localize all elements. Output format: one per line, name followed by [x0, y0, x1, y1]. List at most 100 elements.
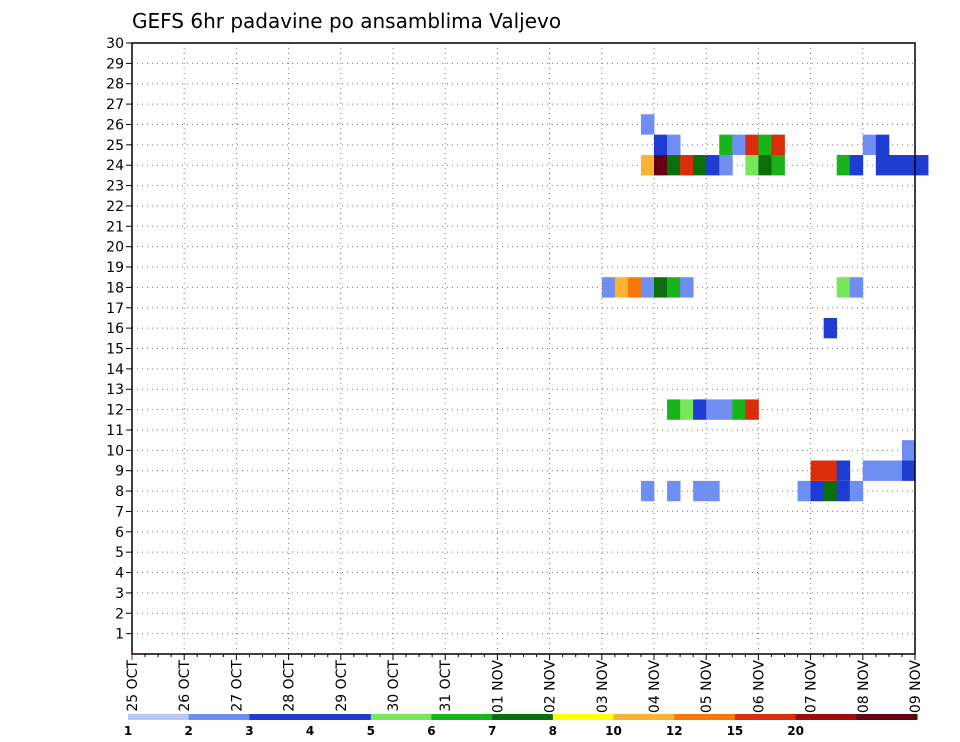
heatmap-cell — [745, 155, 759, 176]
x-tick-label: 28 OCT — [282, 660, 298, 712]
heatmap-cell — [680, 155, 694, 176]
x-tick-label: 06 NOV — [751, 660, 767, 714]
x-tick-label: 29 OCT — [334, 660, 350, 712]
y-tick-label: 16 — [106, 321, 124, 337]
legend-label: 3 — [245, 724, 253, 738]
heatmap-cell — [758, 155, 772, 176]
heatmap-cell — [862, 134, 877, 156]
y-tick-label: 20 — [106, 240, 124, 256]
x-tick-label: 09 NOV — [908, 660, 924, 714]
x-tick-label: 25 OCT — [125, 660, 141, 712]
legend-swatch — [188, 714, 250, 720]
color-legend: 1 2 3 4 5 6 7 8 10 12 15 20 — [124, 714, 918, 738]
heatmap-cell — [836, 277, 851, 298]
heatmap-cell — [810, 460, 825, 481]
y-tick-label: 14 — [106, 362, 124, 378]
y-tick-label: 9 — [115, 464, 124, 480]
y-tick-label: 13 — [106, 382, 124, 398]
y-tick-label: 26 — [106, 117, 124, 133]
legend-label: 4 — [306, 724, 314, 738]
legend-swatch — [674, 714, 736, 720]
legend-label: 8 — [549, 724, 557, 738]
heatmap-cell — [719, 134, 733, 156]
y-tick-label: 4 — [115, 566, 124, 582]
heatmap-cell — [732, 134, 746, 156]
heatmap-cell — [849, 155, 864, 176]
y-tick-label: 12 — [106, 403, 124, 419]
y-tick-label: 6 — [115, 525, 124, 541]
y-tick-label: 8 — [115, 484, 124, 500]
heatmap-cell — [745, 134, 759, 156]
legend-label: 1 — [124, 724, 132, 738]
heatmap-cell — [640, 480, 655, 502]
heatmap-cell — [693, 155, 707, 176]
x-tick-label: 05 NOV — [699, 660, 715, 714]
y-tick-label: 7 — [115, 504, 124, 520]
heatmap-cell — [601, 277, 616, 298]
heatmap-cell — [758, 134, 772, 156]
heatmap-cell — [640, 277, 655, 298]
y-tick-label: 29 — [106, 56, 124, 72]
heatmap-cell — [719, 155, 733, 176]
heatmap-cell — [693, 480, 707, 502]
x-tick-label: 27 OCT — [229, 660, 245, 712]
y-tick-label: 3 — [115, 586, 124, 602]
legend-swatch — [734, 714, 797, 720]
heatmap-cell — [823, 460, 838, 481]
heatmap-cell — [745, 399, 759, 420]
legend-label: 12 — [666, 724, 683, 738]
y-tick-label: 25 — [106, 138, 124, 154]
y-tick-label: 27 — [106, 97, 124, 113]
y-tick-label: 22 — [106, 199, 124, 215]
y-tick-label: 11 — [106, 423, 124, 439]
x-tick-label: 07 NOV — [804, 660, 820, 714]
legend-swatch — [310, 714, 372, 720]
legend-label: 20 — [787, 724, 804, 738]
legend-swatch — [795, 714, 857, 720]
heatmap-cell — [719, 399, 733, 420]
heatmap-cell — [680, 277, 694, 298]
y-tick-label: 5 — [115, 545, 124, 561]
heatmap-cell — [732, 399, 746, 420]
heatmap-cell — [849, 480, 864, 502]
y-tick-label: 30 — [106, 36, 124, 52]
y-tick-label: 23 — [106, 179, 124, 195]
heatmap-cell — [640, 155, 655, 176]
x-tick-label: 04 NOV — [647, 660, 663, 714]
x-tick-label: 26 OCT — [177, 660, 193, 712]
heatmap-cell — [706, 399, 720, 420]
heatmap-cell — [654, 134, 668, 156]
chart-title: GEFS 6hr padavine po ansamblima Valjevo — [132, 9, 561, 33]
heatmap-cell — [627, 277, 642, 298]
legend-swatch — [431, 714, 493, 720]
heatmap-cell — [888, 460, 903, 481]
heatmap-cell — [614, 277, 629, 298]
heatmap-cell — [862, 460, 877, 481]
legend-label: 2 — [185, 724, 193, 738]
heatmap-cell — [875, 460, 890, 481]
heatmap-cell — [667, 134, 681, 156]
legend-label: 10 — [605, 724, 622, 738]
heatmap-cell — [915, 155, 929, 176]
heatmap-cell — [823, 480, 838, 502]
heatmap-cell — [680, 399, 694, 420]
heatmap-cell — [667, 480, 681, 502]
legend-swatch — [249, 714, 311, 720]
y-tick-label: 19 — [106, 260, 124, 276]
heatmap-cell — [901, 440, 916, 461]
legend-swatch — [128, 714, 190, 720]
heatmap-cell — [667, 399, 681, 420]
y-tick-label: 24 — [106, 158, 124, 174]
legend-label: 15 — [727, 724, 744, 738]
heatmap-cells — [601, 114, 929, 502]
x-tick-label: 03 NOV — [595, 660, 611, 714]
legend-swatch — [370, 714, 432, 720]
y-tick-label: 2 — [115, 606, 124, 622]
heatmap-cell — [836, 480, 851, 502]
x-tick-label: 30 OCT — [386, 660, 402, 712]
heatmap-cell — [823, 317, 838, 339]
legend-swatch — [856, 714, 918, 720]
heatmap-cell — [667, 277, 681, 298]
heatmap-cell — [706, 155, 720, 176]
